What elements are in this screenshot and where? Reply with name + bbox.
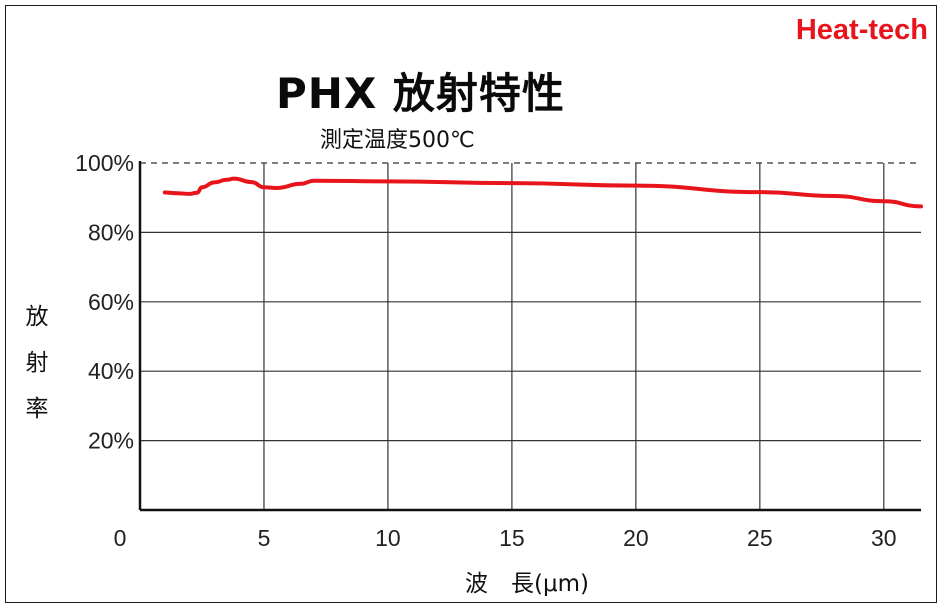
x-tick-label: 15 (499, 525, 525, 551)
y-tick-label: 20% (88, 428, 134, 454)
x-tick-label: 25 (747, 525, 773, 551)
x-tick-label: 0 (114, 525, 127, 551)
y-tick-label: 40% (88, 358, 134, 384)
chart-frame (5, 5, 937, 603)
x-tick-label: 10 (375, 525, 401, 551)
x-tick-label: 30 (871, 525, 897, 551)
y-axis-label-char: 率 (25, 396, 49, 422)
x-axis-label: 波 長(μm) (465, 571, 589, 597)
y-tick-label: 60% (88, 289, 134, 315)
y-tick-label: 80% (88, 219, 134, 245)
y-axis-label-char: 射 (25, 350, 49, 376)
y-tick-label: 100% (75, 150, 134, 176)
brand-logo: Heat-tech (795, 14, 928, 46)
chart-title: PHX 放射特性 (276, 69, 565, 118)
chart-subtitle: 測定温度500℃ (320, 128, 475, 153)
x-tick-label: 5 (258, 525, 271, 551)
y-axis-label-char: 放 (25, 304, 49, 330)
x-tick-label: 20 (623, 525, 649, 551)
emissivity-series-line (162, 176, 923, 209)
y-axis-label: 放 射 率 (22, 294, 52, 432)
